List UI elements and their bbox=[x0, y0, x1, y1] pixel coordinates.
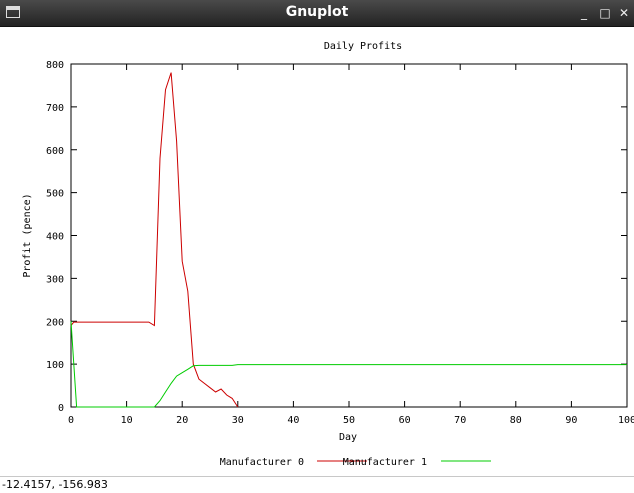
y-tick-label: 300 bbox=[46, 274, 64, 285]
legend-label-1: Manufacturer 1 bbox=[343, 457, 427, 468]
plot-border bbox=[70, 63, 628, 408]
x-tick-label: 80 bbox=[510, 415, 522, 426]
y-tick-label: 100 bbox=[46, 360, 64, 371]
chart-title: Daily Profits bbox=[324, 41, 402, 52]
x-tick-label: 100 bbox=[618, 415, 634, 426]
y-tick-label: 500 bbox=[46, 189, 64, 200]
series-line-1 bbox=[70, 321, 627, 408]
status-bar: -12.4157, -156.983 bbox=[0, 476, 634, 493]
maximize-button[interactable]: □ bbox=[599, 6, 611, 20]
y-tick-label: 700 bbox=[46, 103, 64, 114]
x-tick-label: 0 bbox=[68, 415, 74, 426]
close-button[interactable]: ✕ bbox=[618, 6, 630, 20]
y-tick-label: 0 bbox=[58, 403, 64, 414]
window-title: Gnuplot bbox=[285, 4, 349, 20]
x-tick-label: 40 bbox=[287, 415, 299, 426]
x-tick-label: 30 bbox=[232, 415, 244, 426]
x-tick-label: 90 bbox=[565, 415, 577, 426]
y-tick-label: 200 bbox=[46, 317, 64, 328]
x-tick-label: 10 bbox=[121, 415, 133, 426]
x-tick-label: 20 bbox=[176, 415, 188, 426]
y-tick-label: 400 bbox=[46, 232, 64, 243]
x-tick-label: 70 bbox=[454, 415, 466, 426]
legend-label-0: Manufacturer 0 bbox=[220, 457, 304, 468]
y-axis-label: Profit (pence) bbox=[22, 193, 33, 277]
window-menu-icon[interactable] bbox=[6, 6, 20, 18]
y-tick-label: 600 bbox=[46, 146, 64, 157]
x-tick-label: 50 bbox=[343, 415, 355, 426]
plot-area[interactable]: Daily Profits 0 100 200 300 400 500 600 700 800 0 1… bbox=[0, 26, 634, 476]
title-bar[interactable]: Gnuplot _ □ ✕ bbox=[0, 0, 634, 27]
y-tick-label: 800 bbox=[46, 60, 64, 71]
mouse-coordinates: -12.4157, -156.983 bbox=[2, 478, 108, 491]
daily-profits-chart[interactable]: Daily Profits 0 100 200 300 400 500 600 700 800 0 1… bbox=[0, 26, 634, 476]
x-axis-label: Day bbox=[339, 432, 357, 443]
series-line-0 bbox=[70, 72, 239, 408]
x-tick-label: 60 bbox=[399, 415, 411, 426]
minimize-button[interactable]: _ bbox=[581, 6, 587, 20]
